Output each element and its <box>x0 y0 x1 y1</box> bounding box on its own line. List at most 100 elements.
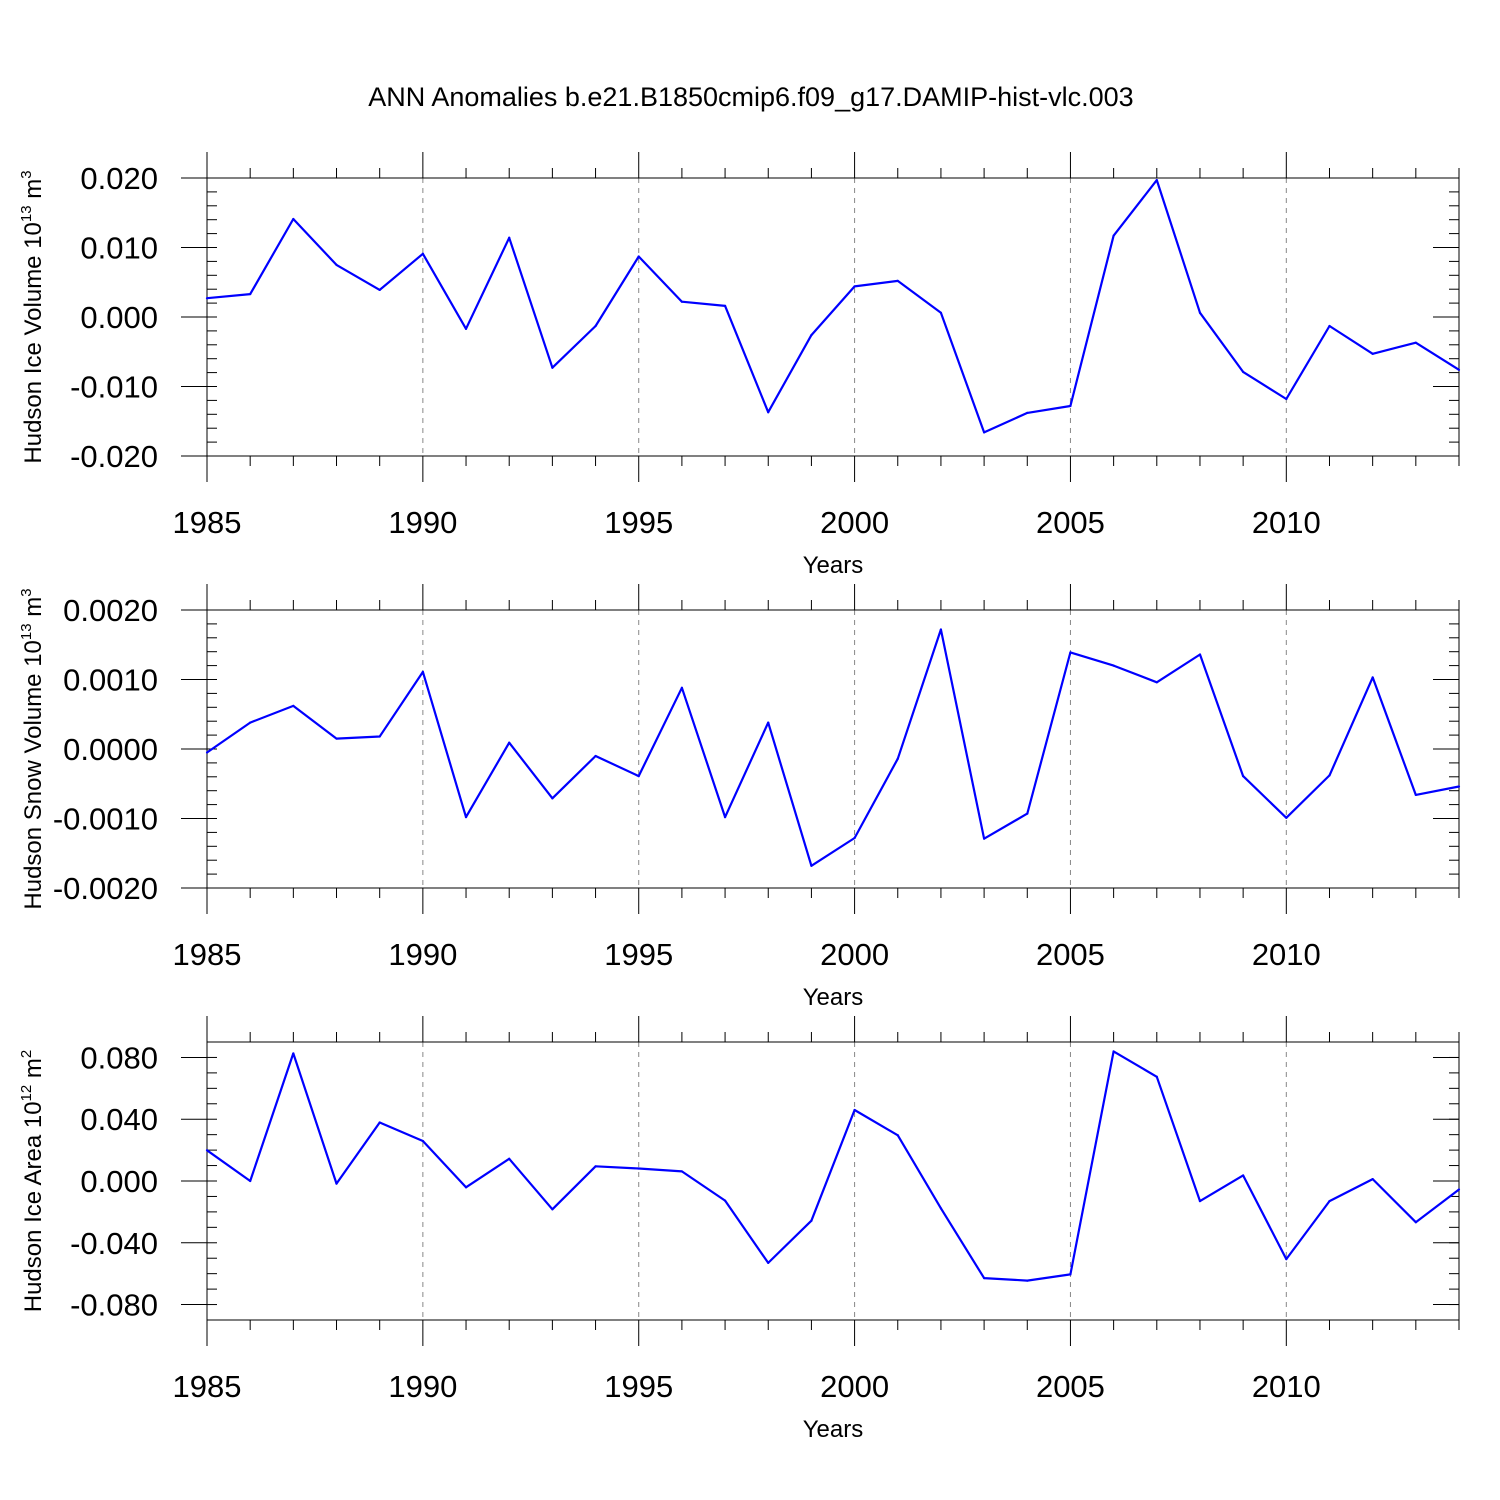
x-tick-label: 1985 <box>173 937 242 972</box>
data-point <box>723 816 727 819</box>
x-tick-label: 2005 <box>1036 505 1105 540</box>
data-point <box>335 263 338 266</box>
data-point <box>853 1108 856 1112</box>
panel-1: 0.020 0.010 0.000 -0.010 -0.020 1985 1990 1995 2… <box>18 152 1461 579</box>
x-tick-label: 2010 <box>1252 505 1321 540</box>
data-point <box>1155 178 1158 182</box>
data-point <box>1371 676 1374 679</box>
data-point <box>1414 341 1417 344</box>
data-point <box>335 1182 338 1185</box>
data-point <box>1242 775 1245 778</box>
data-point <box>1285 816 1288 819</box>
data-point <box>1328 324 1331 328</box>
series-line <box>206 179 1460 434</box>
data-point <box>1155 681 1158 684</box>
series-line <box>206 628 1460 867</box>
data-point <box>1069 651 1072 654</box>
data-point <box>1457 785 1461 788</box>
y-tick-label: -0.0020 <box>53 871 158 906</box>
data-point <box>551 366 554 369</box>
data-point <box>1112 664 1115 667</box>
y-axis-label: Hudson Ice Volume 1013 m3 <box>18 170 47 463</box>
data-point <box>421 670 424 673</box>
data-point <box>939 311 943 314</box>
data-point <box>810 1219 813 1222</box>
x-tick-label: 2005 <box>1036 1369 1105 1404</box>
data-point <box>421 252 424 255</box>
series-line <box>206 1050 1460 1282</box>
data-point <box>292 217 295 221</box>
data-point <box>1026 812 1029 815</box>
data-point <box>249 721 252 724</box>
data-point <box>205 751 209 754</box>
data-point <box>1242 1174 1245 1177</box>
x-tick-label: 2010 <box>1252 937 1321 972</box>
data-point <box>551 797 554 800</box>
data-point <box>1069 404 1072 408</box>
x-tick-label: 1995 <box>604 505 673 540</box>
y-tick-label: -0.040 <box>70 1226 158 1261</box>
chart-title: ANN Anomalies b.e21.B1850cmip6.f09_g17.D… <box>368 82 1133 112</box>
x-tick-label: 1990 <box>388 937 457 972</box>
data-point <box>508 236 511 239</box>
data-point <box>637 775 640 778</box>
data-point <box>594 1165 597 1168</box>
data-point <box>1371 352 1374 355</box>
data-point <box>335 737 338 740</box>
data-point <box>767 1261 770 1264</box>
data-point <box>637 255 640 258</box>
data-point <box>1328 1199 1331 1203</box>
data-point <box>1026 1279 1029 1282</box>
data-point <box>1457 1188 1461 1191</box>
data-point <box>1242 370 1245 374</box>
data-point <box>378 288 381 291</box>
data-point <box>1285 1258 1288 1261</box>
y-tick-label: 0.000 <box>80 1164 158 1199</box>
panel-2: 0.0020 0.0010 0.0000 -0.0010 -0.0020 1985 1990… <box>18 584 1461 1011</box>
plot-frame <box>206 177 1460 457</box>
data-point <box>292 704 295 708</box>
data-point <box>508 1157 511 1160</box>
x-tick-label: 1985 <box>173 1369 242 1404</box>
data-point <box>1069 1273 1072 1276</box>
data-point <box>508 741 511 744</box>
data-point <box>983 431 986 434</box>
y-tick-label: -0.020 <box>70 439 158 474</box>
data-point <box>1285 397 1288 401</box>
data-point <box>896 757 899 760</box>
y-tick-label: 0.010 <box>80 231 158 266</box>
data-point <box>723 304 727 307</box>
data-point <box>594 324 597 328</box>
panel-3: 0.080 0.040 0.000 -0.040 -0.080 1985 1990 1995 2… <box>18 1016 1461 1443</box>
data-point <box>378 735 381 738</box>
data-point <box>896 1134 899 1137</box>
data-point <box>464 1186 468 1189</box>
y-axis-label: Hudson Ice Area 1012 m2 <box>18 1050 47 1313</box>
data-point <box>810 864 813 867</box>
data-point <box>1414 1221 1417 1224</box>
y-tick-label: 0.000 <box>80 300 158 335</box>
x-axis-label: Years <box>803 1416 864 1443</box>
x-tick-label: 2005 <box>1036 937 1105 972</box>
data-point <box>1457 368 1461 371</box>
y-tick-label: 0.080 <box>80 1040 158 1075</box>
data-point <box>1414 793 1417 796</box>
data-point <box>1112 234 1115 237</box>
data-point <box>292 1052 295 1055</box>
data-point <box>896 279 899 282</box>
x-tick-label: 1985 <box>173 505 242 540</box>
data-point <box>723 1199 727 1202</box>
x-tick-label: 2000 <box>820 937 889 972</box>
y-tick-label: -0.010 <box>70 370 158 405</box>
data-point <box>767 411 770 414</box>
data-point <box>680 686 683 689</box>
data-point <box>1198 653 1202 656</box>
data-point <box>939 1207 943 1210</box>
y-axis-label: Hudson Snow Volume 1013 m3 <box>18 588 47 909</box>
data-point <box>983 837 986 840</box>
plot-frame <box>206 609 1460 889</box>
data-point <box>853 836 856 840</box>
x-tick-label: 1990 <box>388 1369 457 1404</box>
data-point <box>680 1170 683 1173</box>
y-tick-label: -0.080 <box>70 1288 158 1323</box>
